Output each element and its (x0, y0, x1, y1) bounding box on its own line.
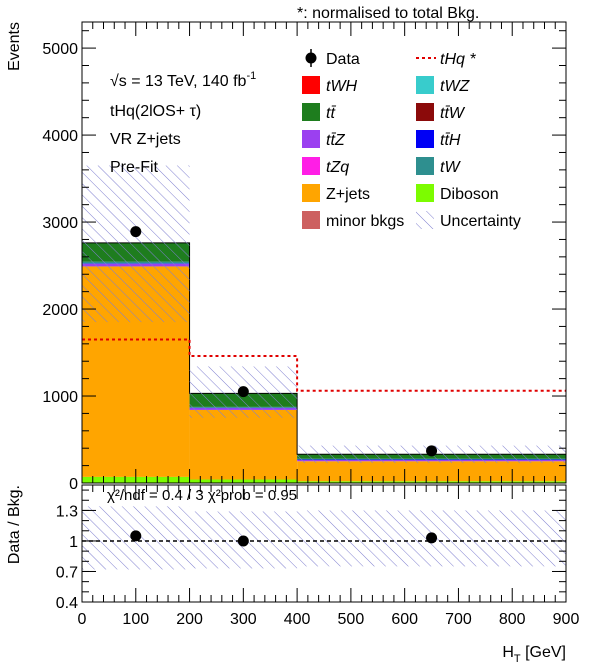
stack-bar-zjets-2 (297, 461, 566, 482)
legend-swatch-ttH (416, 130, 434, 148)
channel-label: tHq(2lOS+ τ) (110, 103, 201, 120)
region-label: VR Z+jets (110, 131, 181, 148)
legend-swatch-tZq (302, 157, 320, 175)
ratio-y-tick-label-0.7: 0.7 (56, 564, 78, 581)
ratio-axes: 0.4 0.7 1 1.3 0 100 200 300 400 500 600 700 800 900 (56, 485, 580, 628)
ratio-point-0 (130, 530, 142, 542)
legend-swatch-ttbar (302, 103, 320, 121)
legend-label-1-6: Uncertainty (440, 213, 521, 230)
ratio-point-2 (426, 532, 438, 544)
y-axis-label: Events (6, 22, 23, 71)
data-point-0 (130, 226, 142, 238)
uncertainty-band-bin-0 (82, 165, 190, 323)
x-tick-label-100: 100 (122, 611, 149, 628)
legend-swatch-ttW (416, 103, 434, 121)
norm-note: *: normalised to total Bkg. (297, 5, 479, 22)
legend-label-1-4: tW (440, 159, 461, 176)
ratio-y-tick-label-0.4: 0.4 (56, 595, 78, 612)
legend-label-0-1: tWH (326, 78, 358, 95)
data-point-2 (426, 445, 438, 457)
main-data-points (130, 226, 438, 457)
x-tick-label-600: 600 (391, 611, 418, 628)
ratio-plot-frame (81, 484, 567, 603)
y-tick-label-2000: 2000 (42, 302, 78, 319)
y-tick-label-1000: 1000 (42, 389, 78, 406)
legend-swatch-diboson (416, 184, 434, 202)
y-tick-label-3000: 3000 (42, 215, 78, 232)
ratio-data-points (130, 530, 438, 547)
legend-swatch-tWH (302, 76, 320, 94)
y-tick-label-4000: 4000 (42, 128, 78, 145)
x-tick-label-200: 200 (176, 611, 203, 628)
legend-label-0-4: tZq (326, 159, 349, 176)
main-uncertainty-band (82, 165, 566, 463)
legend-swatch-ttZ (302, 130, 320, 148)
x-tick-label-400: 400 (284, 611, 311, 628)
legend-label-0-3: tt̄Z (326, 132, 346, 149)
y-tick-label-5000: 5000 (42, 41, 78, 58)
ratio-y-tick-label-1: 1 (69, 534, 78, 551)
legend-label-1-2: tt̄W (440, 105, 466, 122)
data-point-1 (237, 386, 249, 398)
ratio-point-1 (237, 535, 249, 547)
legend-swatch-tW (416, 157, 434, 175)
x-tick-label-300: 300 (230, 611, 257, 628)
x-tick-label-700: 700 (445, 611, 472, 628)
x-tick-label-0: 0 (78, 611, 87, 628)
legend-label-0-2: tt̄ (326, 105, 337, 122)
stack-bar-zjets-1 (189, 409, 298, 480)
main-axes: 0 1000 2000 3000 4000 5000 (42, 22, 567, 493)
ratio-y-axis-label: Data / Bkg. (6, 485, 23, 564)
legend-label-1-1: tWZ (440, 78, 471, 95)
legend-swatch-minor (302, 211, 320, 229)
ratio-y-tick-label-1.3: 1.3 (56, 503, 78, 520)
legend: Data tWH tt̄ tt̄Z tZq Z+jets minor bkgs tHq * tW… (302, 49, 521, 230)
legend-label-1-5: Diboson (440, 186, 499, 203)
x-axis-label: HT [GeV] (502, 644, 566, 665)
legend-swatch-zjets (302, 184, 320, 202)
legend-label-1-3: tt̄H (440, 132, 461, 149)
x-tick-label-500: 500 (338, 611, 365, 628)
main-plot-frame (81, 21, 567, 484)
stack-bar-diboson-2 (297, 481, 566, 483)
ratio-uncertainty-band (82, 506, 566, 570)
legend-swatch-tWZ (416, 76, 434, 94)
ratio-stats: χ²/ndf = 0.4 / 3 χ²prob = 0.95 (107, 487, 297, 504)
x-tick-label-900: 900 (553, 611, 580, 628)
legend-label-0-6: minor bkgs (326, 213, 404, 230)
y-tick-label-0: 0 (69, 476, 78, 493)
legend-label-1-0: tHq * (440, 51, 476, 68)
stage-label: Pre-Fit (110, 159, 159, 176)
legend-label-0-5: Z+jets (326, 186, 370, 203)
energy-label: √s = 13 TeV, 140 fb-1 (110, 70, 256, 90)
annotations: √s = 13 TeV, 140 fb-1 tHq(2lOS+ τ) VR Z+… (110, 70, 256, 176)
x-tick-label-800: 800 (499, 611, 526, 628)
legend-label-0-0: Data (326, 51, 360, 68)
legend-swatch-uncertainty (416, 211, 434, 229)
